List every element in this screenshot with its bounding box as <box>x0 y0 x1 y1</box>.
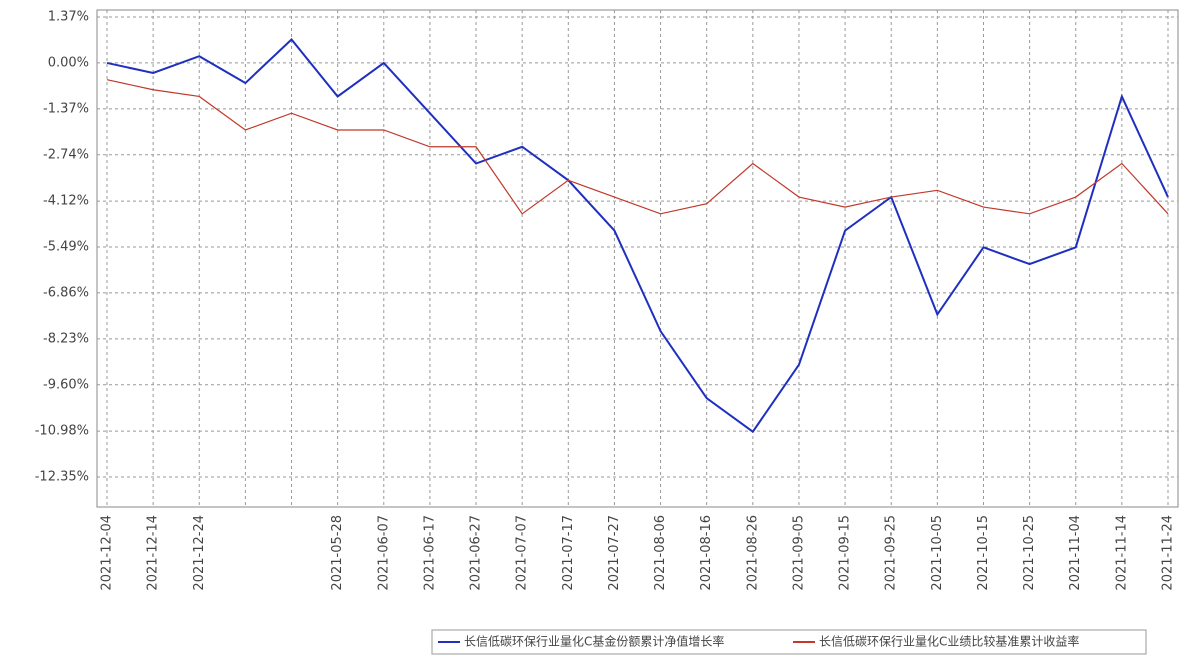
y-tick-label: -12.35% <box>35 470 89 485</box>
y-tick-label: -1.37% <box>43 101 89 116</box>
x-tick-label: 2021-10-05 <box>930 515 945 591</box>
y-tick-label: -2.74% <box>43 147 89 162</box>
x-tick-label: 2021-12-24 <box>192 515 207 591</box>
x-tick-label: 2021-11-04 <box>1068 515 1083 591</box>
legend <box>431 629 1147 655</box>
x-tick-label: 2021-07-27 <box>607 515 622 591</box>
x-tick-label: 2021-12-04 <box>100 515 115 591</box>
y-tick-label: -8.23% <box>43 331 89 346</box>
y-tick-label: 0.00% <box>48 55 89 70</box>
x-tick-label: 2021-11-14 <box>1114 515 1129 591</box>
series-line <box>106 37 1169 434</box>
x-tick-label: 2021-07-17 <box>561 515 576 591</box>
y-tick-label: 1.37% <box>48 10 89 25</box>
x-tick-label: 2021-05-28 <box>330 515 345 591</box>
legend-label: 长信低碳环保行业量化C业绩比较基准累计收益率 <box>819 634 1079 649</box>
y-tick-label: -9.60% <box>43 377 89 392</box>
x-tick-label: 2021-06-27 <box>469 515 484 591</box>
x-tick-label: 2021-06-17 <box>422 515 437 591</box>
legend-label: 长信低碳环保行业量化C基金份额累计净值增长率 <box>464 634 724 649</box>
x-tick-label: 2021-09-25 <box>884 515 899 591</box>
plot-frame <box>96 9 1179 508</box>
x-tick-label: 2021-12-14 <box>146 515 161 591</box>
y-tick-label: -5.49% <box>43 240 89 255</box>
x-tick-label: 2021-07-07 <box>515 515 530 591</box>
x-tick-label: 2021-09-15 <box>838 515 853 591</box>
x-tick-label: 2021-10-25 <box>1022 515 1037 591</box>
x-tick-label: 2021-08-26 <box>745 515 760 591</box>
x-tick-label: 2021-06-07 <box>376 515 391 591</box>
x-tick-label: 2021-08-06 <box>653 515 668 591</box>
x-tick-label: 2021-11-24 <box>1161 515 1176 591</box>
x-tick-label: 2021-08-16 <box>699 515 714 591</box>
y-tick-label: -4.12% <box>43 194 89 209</box>
series-line <box>106 79 1169 215</box>
x-tick-label: 2021-09-05 <box>791 515 806 591</box>
x-tick-label: 2021-10-15 <box>976 515 991 591</box>
y-tick-label: -6.86% <box>43 285 89 300</box>
y-tick-label: -10.98% <box>35 424 89 439</box>
